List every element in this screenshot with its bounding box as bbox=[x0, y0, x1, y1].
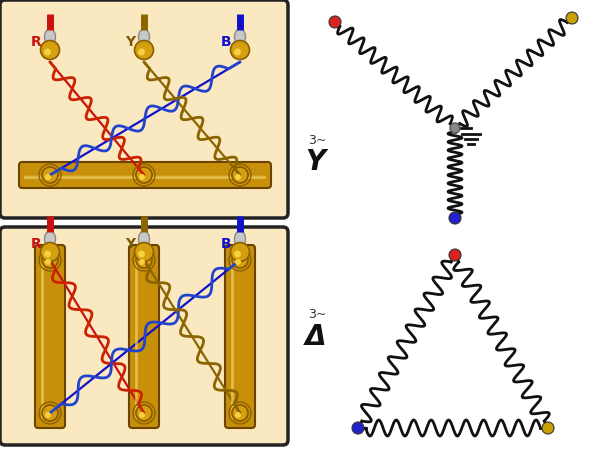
Text: B: B bbox=[221, 237, 232, 251]
Circle shape bbox=[45, 412, 51, 418]
Circle shape bbox=[230, 40, 250, 60]
Circle shape bbox=[232, 252, 248, 268]
Circle shape bbox=[234, 48, 241, 56]
Ellipse shape bbox=[44, 231, 56, 247]
Circle shape bbox=[139, 412, 145, 418]
Text: Δ: Δ bbox=[305, 323, 326, 351]
Ellipse shape bbox=[235, 29, 245, 45]
Circle shape bbox=[450, 123, 460, 133]
Circle shape bbox=[44, 48, 51, 56]
Circle shape bbox=[234, 251, 241, 257]
Circle shape bbox=[45, 174, 51, 180]
Circle shape bbox=[42, 167, 58, 183]
Text: R: R bbox=[31, 35, 41, 49]
Circle shape bbox=[139, 174, 145, 180]
FancyBboxPatch shape bbox=[35, 245, 65, 428]
Circle shape bbox=[45, 259, 51, 265]
Circle shape bbox=[134, 40, 154, 60]
Circle shape bbox=[44, 251, 51, 257]
Circle shape bbox=[230, 242, 250, 261]
FancyBboxPatch shape bbox=[129, 245, 159, 428]
Circle shape bbox=[138, 48, 145, 56]
Text: Y: Y bbox=[305, 148, 325, 176]
Circle shape bbox=[136, 167, 152, 183]
Circle shape bbox=[42, 252, 58, 268]
Circle shape bbox=[235, 174, 241, 180]
Circle shape bbox=[41, 40, 59, 60]
Circle shape bbox=[542, 422, 554, 434]
Circle shape bbox=[232, 405, 248, 421]
Circle shape bbox=[329, 16, 341, 28]
FancyBboxPatch shape bbox=[19, 162, 271, 188]
Text: Y: Y bbox=[125, 237, 135, 251]
Circle shape bbox=[449, 212, 461, 224]
Circle shape bbox=[41, 242, 59, 261]
Circle shape bbox=[235, 259, 241, 265]
Text: 3~: 3~ bbox=[308, 308, 326, 321]
Circle shape bbox=[232, 167, 248, 183]
Text: 3~: 3~ bbox=[308, 133, 326, 146]
Circle shape bbox=[42, 405, 58, 421]
Ellipse shape bbox=[235, 231, 245, 247]
Ellipse shape bbox=[139, 29, 149, 45]
Circle shape bbox=[136, 252, 152, 268]
Ellipse shape bbox=[44, 29, 56, 45]
Circle shape bbox=[235, 412, 241, 418]
Circle shape bbox=[352, 422, 364, 434]
Text: B: B bbox=[221, 35, 232, 49]
Circle shape bbox=[138, 251, 145, 257]
Circle shape bbox=[139, 259, 145, 265]
Text: R: R bbox=[31, 237, 41, 251]
Ellipse shape bbox=[139, 231, 149, 247]
Circle shape bbox=[566, 12, 578, 24]
Circle shape bbox=[136, 405, 152, 421]
FancyBboxPatch shape bbox=[0, 0, 288, 218]
Text: Y: Y bbox=[125, 35, 135, 49]
FancyBboxPatch shape bbox=[225, 245, 255, 428]
Circle shape bbox=[449, 249, 461, 261]
FancyBboxPatch shape bbox=[0, 227, 288, 445]
Circle shape bbox=[134, 242, 154, 261]
